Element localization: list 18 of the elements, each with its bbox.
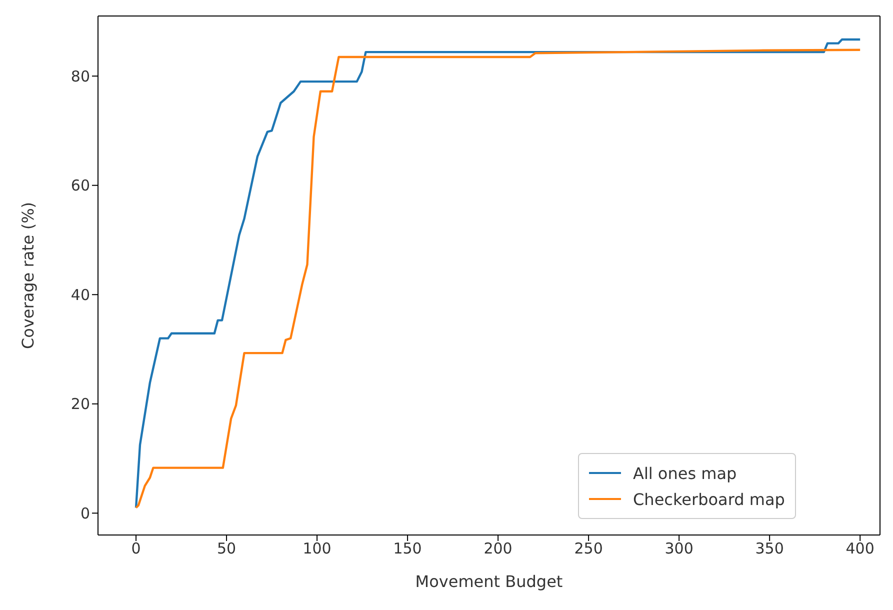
- x-tick-label: 200: [484, 540, 512, 558]
- x-tick-label: 350: [755, 540, 784, 558]
- x-tick-label: 150: [393, 540, 422, 558]
- y-tick-label: 0: [80, 504, 90, 522]
- y-tick-label: 80: [70, 67, 90, 86]
- x-tick-label: 100: [302, 540, 332, 558]
- x-tick-label: 400: [846, 540, 874, 558]
- y-tick-label: 60: [70, 176, 90, 195]
- x-tick-label: 50: [216, 540, 236, 558]
- x-tick-label: 300: [664, 540, 694, 558]
- x-tick-label: 250: [574, 540, 603, 558]
- legend-label: All ones map: [633, 464, 737, 482]
- y-tick-label: 40: [70, 286, 90, 304]
- y-axis-title: Coverage rate (%): [18, 202, 38, 350]
- x-tick-label: 0: [131, 540, 141, 558]
- y-tick-label: 20: [70, 395, 90, 414]
- legend-label: Checkerboard map: [633, 490, 785, 508]
- x-axis-title: Movement Budget: [415, 572, 563, 591]
